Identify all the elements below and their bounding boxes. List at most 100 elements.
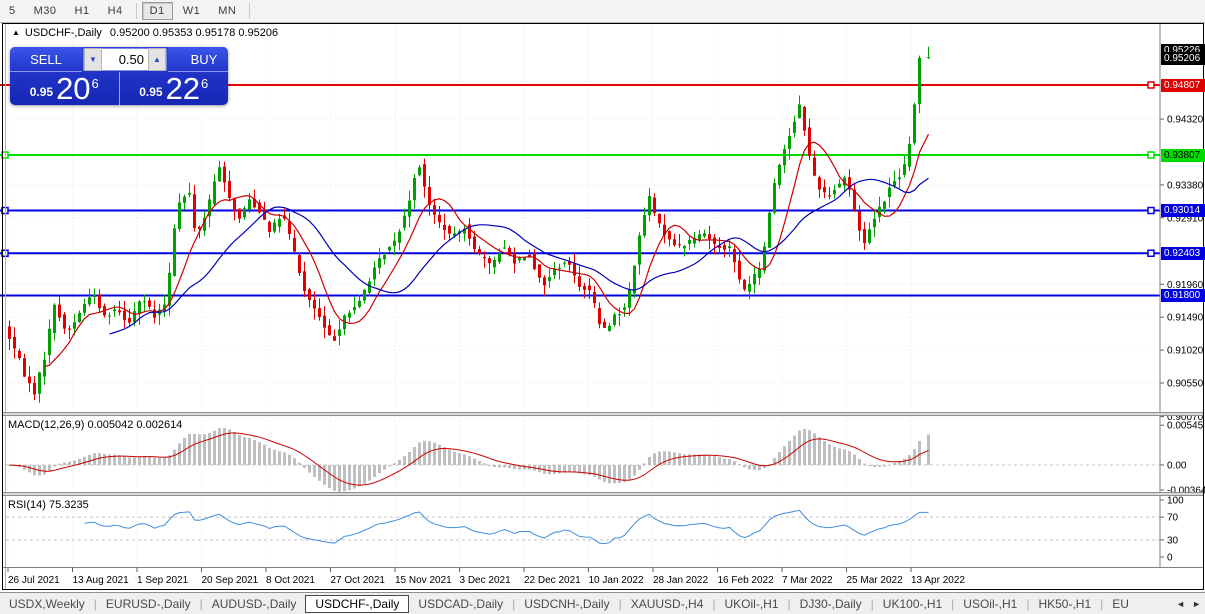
candle-body [438,214,441,223]
chart-tab-eu[interactable]: EU [1112,597,1129,611]
timeframe-button-d1[interactable]: D1 [141,2,173,20]
candle-body [88,297,91,305]
candle-body [318,308,321,318]
candle-body [518,257,521,261]
macd-histogram-bar [58,463,61,465]
candle-body [93,295,96,298]
sell-price-display[interactable]: 0.95 20 6 [10,72,120,105]
tab-scroll-left-icon[interactable]: ◄ [1176,599,1186,609]
line-handle[interactable] [1147,151,1155,159]
chart-tab-uk100-h1[interactable]: UK100-,H1 [882,597,943,611]
volume-increase-icon[interactable]: ▲ [148,48,166,71]
candle-body [33,382,36,395]
macd-histogram-bar [563,465,566,473]
sell-button[interactable]: SELL [10,47,82,72]
macd-histogram-bar [723,458,726,465]
chart-tab-usdchf-daily[interactable]: USDCHF-,Daily [305,595,410,613]
toolbar-separator [135,3,137,19]
buy-button[interactable]: BUY [168,47,228,72]
sell-price-pipette: 6 [91,76,99,91]
macd-histogram-bar [233,432,236,465]
chart-tab-usdcad-daily[interactable]: USDCAD-,Daily [418,597,504,611]
line-handle[interactable] [1147,81,1155,89]
candle-body [223,166,226,183]
candle-body [858,211,861,231]
macd-histogram-bar [78,458,81,465]
macd-histogram-bar [283,452,286,465]
chart-tab-usdx-weekly[interactable]: USDX,Weekly [9,597,85,611]
ma-fast-line [44,133,930,368]
macd-histogram-bar [378,465,381,474]
macd-histogram-bar [463,454,466,465]
macd-histogram-bar [838,448,841,465]
macd-histogram-bar [458,453,461,465]
chart-tab-hk50-h1[interactable]: HK50-,H1 [1038,597,1092,611]
macd-histogram-bar [243,437,246,465]
macd-histogram-bar [763,465,766,469]
candle-body [173,228,176,276]
chart-tab-dj30-daily[interactable]: DJ30-,Daily [799,597,862,611]
chart-tab-xauusd-h4[interactable]: XAUUSD-,H4 [630,597,704,611]
chart-tab-eurusd-daily[interactable]: EURUSD-,Daily [105,597,191,611]
macd-histogram-bar [498,465,501,468]
candle-body [783,149,786,166]
volume-input[interactable] [102,51,148,68]
candle-body [138,301,141,314]
candle-body [183,196,186,203]
macd-histogram-bar [623,465,626,483]
price-axis-label: 0.93380 [1167,180,1204,191]
macd-histogram-bar [348,465,351,491]
macd-histogram-bar [853,454,856,465]
macd-histogram-bar [448,449,451,465]
tab-scroll-right-icon[interactable]: ► [1192,599,1201,609]
macd-histogram-bar [663,451,666,465]
tab-separator: | [618,597,622,611]
candle-body [323,315,326,328]
pane-divider[interactable] [3,412,1203,416]
line-handle[interactable] [1147,206,1155,215]
chart-tab-usoil-h1[interactable]: USOil-,H1 [963,597,1018,611]
buy-price-display[interactable]: 0.95 22 6 [120,72,229,105]
macd-histogram-bar [363,465,366,484]
macd-layer [8,427,930,492]
macd-histogram-bar [28,465,31,473]
timeframe-button-w1[interactable]: W1 [182,5,201,17]
candle-body [503,247,506,249]
candle-body [563,262,566,264]
timeframe-button-h4[interactable]: H4 [107,5,123,17]
macd-histogram-bar [638,465,641,470]
candle-body [83,303,86,313]
macd-histogram-bar [753,465,756,471]
candle-body [713,237,716,244]
candle-body [193,194,196,228]
candle-body [703,233,706,237]
volume-decrease-icon[interactable]: ▼ [84,48,102,71]
candle-body [348,312,351,318]
price-axis-label: 0.91490 [1167,313,1204,324]
line-handle[interactable] [1147,249,1155,258]
timeframe-button-mn[interactable]: MN [218,5,237,17]
timeframe-button-m30[interactable]: M30 [33,5,57,17]
chart-tab-audusd-daily[interactable]: AUDUSD-,Daily [211,597,297,611]
collapse-triangle-icon[interactable]: ▲ [12,28,20,37]
rsi-value: 75.3235 [48,499,89,511]
candle-body [398,231,401,243]
candle-body [873,218,876,228]
macd-values: 0.005042 0.002614 [87,419,183,431]
macd-histogram-bar [783,446,786,465]
macd-histogram-bar [83,456,86,465]
macd-histogram-bar [183,438,186,465]
timeframe-button-h1[interactable]: H1 [74,5,90,17]
date-label: 16 Feb 2022 [718,575,775,586]
chart-tab-usdcnh-daily[interactable]: USDCNH-,Daily [524,597,610,611]
candle-body [353,307,356,311]
candle-body [603,321,606,328]
chart-tab-ukoil-h1[interactable]: UKOil-,H1 [724,597,779,611]
macd-histogram-bar [223,427,226,465]
candle-body [778,164,781,185]
macd-histogram-bar [473,458,476,465]
pane-divider[interactable] [3,492,1203,496]
macd-histogram-bar [358,465,361,487]
timeframe-button-5[interactable]: 5 [9,5,16,17]
